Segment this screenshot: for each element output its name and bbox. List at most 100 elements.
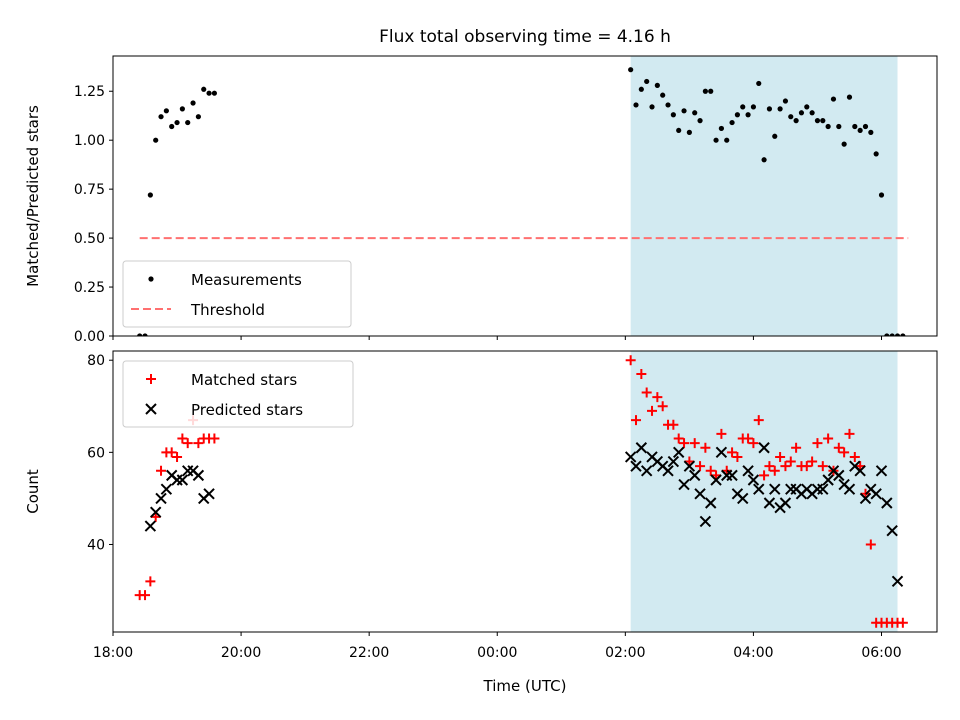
measurement-point [724,137,730,143]
x-tick-label: 02:00 [605,645,645,661]
predicted-star-point [624,451,637,463]
measurement-point [708,88,714,94]
legend-label: Predicted stars [191,401,303,419]
matched-star-point [156,465,167,476]
matched-star-point [801,461,812,472]
measurement-point [766,106,773,112]
matched-star-point [657,401,668,412]
measurement-point [868,129,874,135]
matched-star-point [636,369,647,380]
measurement-point [804,104,810,110]
matched-star-point [844,428,855,439]
predicted-star-point [726,469,738,482]
counts-panel: 40 60 80 18:00 20:00 22:00 00:00 02:00 04:00 06:0… [24,350,938,695]
measurement-point [814,118,821,124]
measurement-point [179,106,185,112]
matched-star-point [775,451,786,462]
predicted-star-point [753,483,765,495]
matched-star-point [764,461,775,472]
predicted-star-point [635,442,648,454]
measurement-point [713,137,719,143]
matched-star-point [145,576,156,587]
measurement-point [825,123,831,130]
measurement-point [857,127,863,134]
measurement-point [878,192,885,198]
matched-star-point [780,461,791,472]
matched-star-point [700,442,711,453]
axes-frame [112,350,938,633]
predicted-star-point [769,483,781,495]
measurement-point [894,333,901,336]
measurement-point [201,86,207,92]
matched-star-point [716,428,727,439]
predicted-star-point [859,492,872,505]
matched-star-point [865,539,876,550]
matched-star-point [689,438,700,449]
predicted-star-point [672,446,685,459]
y-tick-label: 1.00 [74,133,105,149]
predicted-star-point [747,474,760,486]
measurement-point [692,110,698,116]
matched-star-point [695,461,706,472]
legend-label: Threshold [190,301,265,319]
measurement-point [841,141,847,147]
predicted-star-point [144,520,157,532]
measurement-point [873,151,879,157]
y-tick-label: 0.75 [74,182,105,198]
predicted-star-point [763,497,776,509]
measurement-point [788,114,794,120]
y-tick-label: 0.50 [74,231,105,247]
matched-star-point [647,405,658,416]
axes-frame [112,55,938,337]
measurement-point [638,86,644,92]
measurement-point [665,102,671,108]
matched-star-point [679,438,690,449]
measurement-point [798,110,805,116]
measurement-point [718,125,724,132]
x-tick-label: 20:00 [221,645,261,661]
predicted-star-point [683,460,696,472]
matched-star-point [652,392,663,403]
predicted-star-point [699,515,712,528]
matched-star-point [812,438,823,449]
measurement-point [206,90,212,96]
data-layer [137,67,909,336]
measurement-point [900,333,906,336]
matched-star-point [209,433,220,444]
measurement-point [633,102,639,108]
measurement-point [190,100,196,106]
measurement-point [750,104,757,110]
predicted-star-point [192,469,205,482]
matched-star-point [833,442,844,453]
measurement-point [163,108,169,114]
legend: Matched stars Predicted stars [122,360,354,428]
measurement-point [836,123,842,130]
matched-star-point [172,451,183,462]
matched-star-point [897,617,908,628]
measurement-point [137,333,143,336]
legend: Measurements Threshold [122,260,352,328]
measurement-point [777,106,783,112]
measurement-point [782,98,789,104]
matched-star-point [748,438,759,449]
x-axis-label: Time (UTC) [483,677,567,695]
series-measurements [137,67,906,336]
y-tick-label: 0.00 [74,329,105,345]
ratio-panel: 0.00 0.25 0.50 0.75 1.00 1.25 Matched/Predicte… [24,55,938,345]
predicted-star-point [662,465,674,477]
measurement-point [644,78,650,85]
predicted-star-point [155,492,167,505]
legend-label: Matched stars [191,371,297,389]
predicted-star-point [758,442,770,454]
measurement-point [628,67,634,73]
measurement-point [846,94,853,100]
measurement-point [830,96,837,102]
measurement-point [820,118,826,124]
measurement-point [195,114,201,120]
y-tick-label: 60 [87,445,105,461]
matched-star-point [759,470,770,481]
legend-label: Measurements [191,271,302,289]
matched-star-point [849,451,860,462]
matched-star-point [182,438,193,449]
legend-marker-x [145,403,157,415]
